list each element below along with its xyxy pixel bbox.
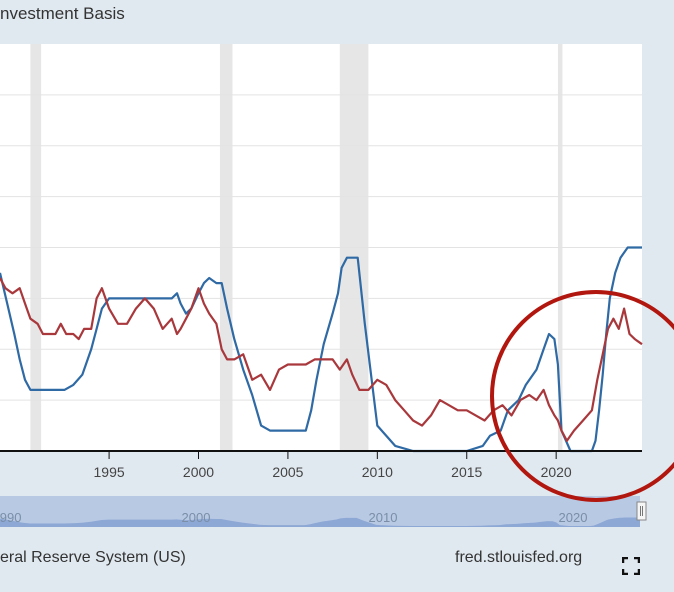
x-tick-label-2005: 2005	[272, 464, 303, 480]
navigator-label-2010: 2010	[369, 510, 398, 525]
chart-title: nvestment Basis	[0, 4, 125, 23]
x-axis-ticks: 1995 2000 2005 2010 2015 2020	[94, 451, 572, 480]
navigator-label-2020: 2020	[559, 510, 588, 525]
navigator-label-1990: 1990	[0, 510, 21, 525]
series-line-0	[0, 246, 642, 453]
x-tick-label-1995: 1995	[94, 464, 125, 480]
grid-lines	[0, 94, 642, 401]
range-navigator[interactable]: 1990 2000 2010 2020	[0, 496, 647, 527]
fullscreen-icon[interactable]	[622, 557, 640, 575]
x-tick-label-2020: 2020	[541, 464, 572, 480]
site-link[interactable]: fred.stlouisfed.org	[455, 549, 583, 566]
x-tick-label-2015: 2015	[451, 464, 482, 480]
red-highlight-circle	[490, 290, 674, 502]
x-tick-label-2010: 2010	[362, 464, 393, 480]
navigator-area	[0, 517, 640, 527]
navigator-labels: 1990 2000 2010 2020	[0, 510, 587, 525]
x-tick-label-2000: 2000	[183, 464, 214, 480]
chart-svg: 1995 2000 2005 2010 2015 2020 1990 2000 2010 202…	[0, 44, 674, 527]
navigator-label-2000: 2000	[182, 510, 211, 525]
series-lines	[0, 246, 643, 453]
navigator-right-handle[interactable]	[636, 501, 647, 521]
series-line-1	[0, 277, 643, 442]
source-attribution: eral Reserve System (US)	[0, 549, 186, 566]
